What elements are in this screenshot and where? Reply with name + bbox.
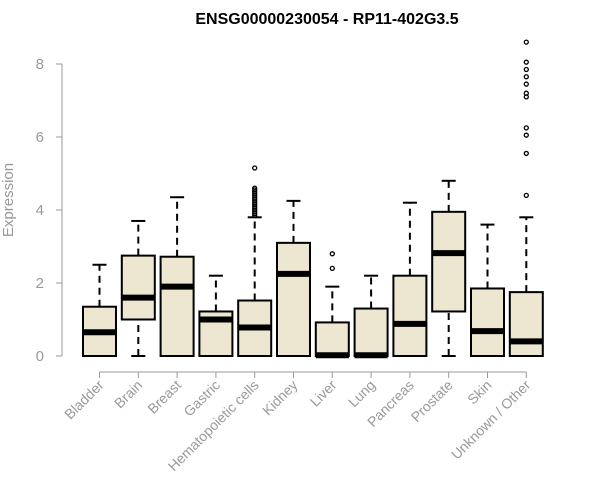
x-tick-label: Prostate [408, 377, 456, 425]
iqr-box [353, 307, 389, 357]
y-tick-label: 8 [36, 56, 44, 73]
box-gastric [198, 274, 234, 357]
x-tick-label: Breast [144, 377, 184, 417]
outlier-point [523, 90, 529, 96]
x-tick-label: Brain [111, 377, 145, 411]
outlier-point [329, 251, 335, 257]
iqr-box [120, 254, 156, 321]
box-prostate [431, 179, 467, 357]
x-tick-label: Skin [464, 377, 495, 408]
outlier-point [523, 132, 529, 138]
box-pancreas [392, 201, 428, 358]
iqr-box [392, 274, 428, 358]
outlier-point [523, 125, 529, 131]
y-axis-label: Expression [0, 163, 17, 237]
iqr-box [276, 241, 311, 358]
outlier-point [252, 185, 258, 191]
outlier-point [523, 66, 529, 73]
outlier-point [523, 192, 529, 199]
outlier-point [329, 265, 335, 272]
boxes-group [82, 39, 544, 359]
iqr-box [159, 255, 195, 357]
x-tick-label: Lung [345, 377, 378, 410]
outlier-point [252, 187, 258, 193]
iqr-box [508, 291, 544, 357]
outlier-point [523, 39, 529, 45]
iqr-box [431, 210, 467, 313]
outlier-point [523, 59, 529, 65]
chart-title: ENSG00000230054 - RP11-402G3.5 [195, 11, 458, 28]
outlier-point [523, 81, 529, 87]
outlier-point [523, 150, 529, 157]
x-tick-label: Bladder [61, 377, 107, 423]
box-liver [314, 251, 350, 359]
y-tick-label: 0 [36, 348, 44, 365]
box-brain [120, 219, 156, 357]
iqr-box [470, 287, 505, 358]
x-tick-label: Liver [307, 377, 340, 410]
y-axis: 0 2 4 6 8 [36, 56, 63, 365]
iqr-box [314, 321, 350, 358]
box-skin [470, 223, 505, 358]
y-tick-label: 2 [36, 275, 44, 292]
box-breast [159, 196, 195, 357]
y-tick-label: 4 [36, 202, 44, 219]
box-bladder [82, 263, 117, 358]
box-kidney [276, 199, 311, 358]
x-tick-label: Kidney [259, 377, 301, 419]
y-tick-label: 6 [36, 129, 44, 146]
box-hematopoietic-cells [237, 165, 273, 357]
box-lung [353, 274, 389, 359]
outlier-point [252, 165, 258, 171]
box-unknown-other [508, 39, 544, 357]
outlier-point [523, 74, 529, 80]
